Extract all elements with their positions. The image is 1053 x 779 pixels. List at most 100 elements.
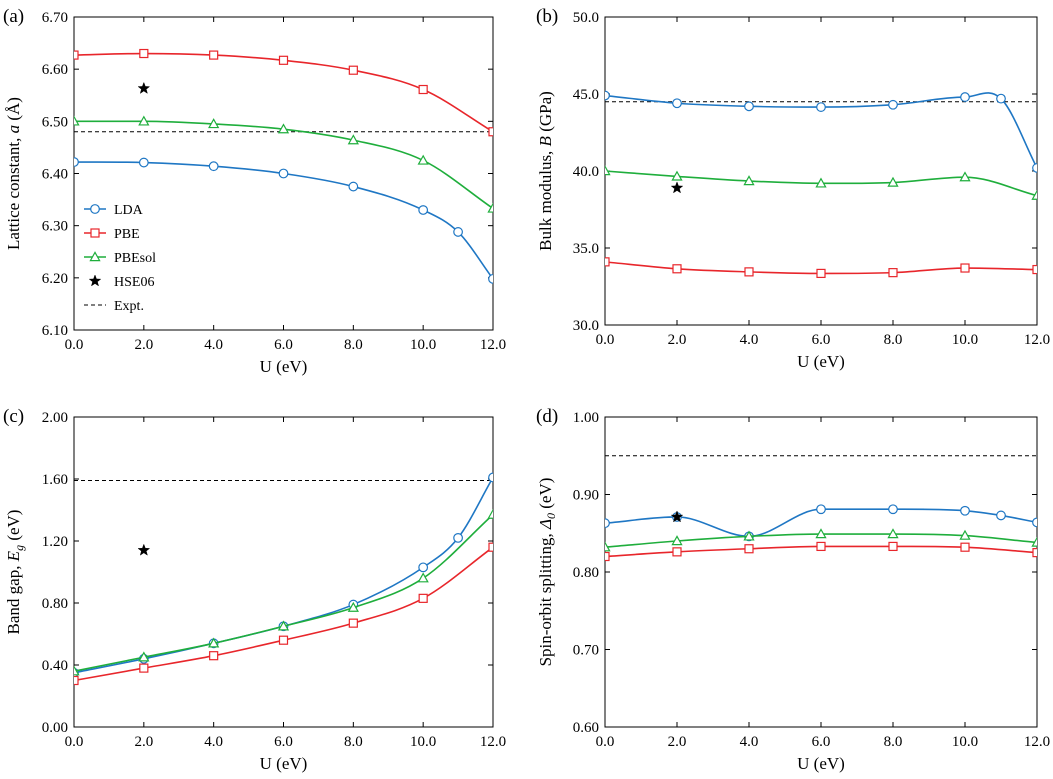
x-axis-title: U (eV) (797, 754, 845, 773)
data-point-lda (996, 93, 1006, 104)
panel-4: 0.0 2.0 4.0 6.0 8.0 10.0 12.0 0.60 0.70 0.80 0.90 1… (536, 406, 1050, 773)
hse06-point (670, 181, 684, 194)
data-point-lda (888, 99, 898, 110)
data-point-pbe (888, 541, 898, 552)
x-tick-label: 0.0 (65, 734, 84, 750)
x-tick-label: 4.0 (740, 332, 759, 348)
legend-label: LDA (114, 203, 144, 218)
data-point-pbe (418, 84, 428, 95)
data-point-pbesol (887, 176, 899, 187)
data-point-pbe (348, 618, 358, 628)
data-point-lda (672, 98, 682, 109)
series-line-pbesol (74, 120, 493, 210)
data-point-pbesol (959, 529, 971, 540)
x-tick-label: 2.0 (134, 337, 153, 353)
data-point-pbe (1032, 264, 1037, 275)
y-tick-label: 6.10 (42, 323, 68, 339)
data-point-pbe (744, 544, 754, 554)
series-line-lda (605, 508, 1037, 538)
y-tick-label: 6.60 (42, 62, 68, 78)
data-point-pbesol (277, 123, 290, 134)
data-point-pbesol (605, 165, 611, 176)
y-tick-label: 0.70 (573, 643, 599, 659)
y-tick-label: 0.60 (573, 720, 599, 736)
data-point-pbesol (277, 620, 290, 631)
x-tick-label: 12.0 (1024, 734, 1050, 750)
x-tick-label: 2.0 (668, 332, 687, 348)
legend-swatch-pbe (90, 228, 100, 238)
x-tick-label: 4.0 (204, 734, 223, 750)
data-point-pbe (744, 267, 754, 277)
y-tick-label: 6.30 (42, 219, 68, 235)
y-axis-title: Band gap, Eg (eV) (4, 510, 26, 635)
data-point-pbesol (815, 528, 827, 539)
plot-frame (73, 416, 494, 728)
series-line-pbesol (74, 514, 493, 672)
legend-label: Expt. (114, 299, 144, 314)
legend: LDA PBE PBEsol HSE06 Expt. (84, 203, 156, 314)
data-point-pbesol (671, 535, 683, 546)
x-tick-label: 6.0 (274, 337, 293, 353)
data-point-pbesol (487, 202, 493, 213)
x-tick-label: 8.0 (344, 734, 363, 750)
y-tick-label: 6.50 (42, 114, 68, 130)
data-point-pbesol (605, 541, 611, 552)
data-point-pbesol (671, 170, 683, 181)
hse06-point (137, 543, 151, 556)
data-point-lda (816, 504, 826, 515)
data-point-pbesol (1031, 189, 1037, 200)
hse06-point (137, 81, 151, 94)
y-tick-label: 0.90 (573, 488, 599, 504)
x-tick-label: 6.0 (274, 734, 293, 750)
x-tick-label: 12.0 (1024, 332, 1050, 348)
data-point-lda (816, 102, 826, 112)
data-point-pbesol (815, 177, 827, 188)
series-group (74, 48, 493, 284)
data-point-pbe (816, 268, 826, 279)
data-point-pbesol (347, 601, 359, 612)
data-point-pbe (74, 675, 79, 686)
hse06-point (670, 510, 684, 523)
data-point-lda (1032, 163, 1037, 173)
data-point-pbesol (887, 528, 899, 539)
data-point-lda (138, 157, 149, 168)
y-tick-label: 6.70 (42, 10, 68, 26)
series-line-pbe (74, 52, 493, 133)
panel-label: (d) (536, 406, 558, 427)
data-point-pbesol (417, 154, 429, 165)
data-point-pbesol (208, 118, 220, 129)
data-point-pbesol (138, 115, 150, 126)
x-tick-label: 10.0 (952, 332, 978, 348)
y-tick-label: 30.0 (573, 318, 599, 334)
x-tick-label: 6.0 (812, 332, 831, 348)
x-tick-label: 12.0 (480, 734, 506, 750)
data-point-lda (453, 227, 463, 237)
data-point-pbesol (959, 171, 971, 182)
x-tick-label: 10.0 (952, 734, 978, 750)
data-point-pbesol (74, 115, 80, 126)
series-group (605, 455, 1037, 562)
plot-frame (604, 416, 1038, 728)
data-point-lda (74, 157, 79, 167)
x-tick-label: 4.0 (740, 734, 759, 750)
data-point-pbesol (208, 637, 220, 648)
data-point-lda (418, 205, 429, 215)
data-point-pbe (278, 635, 289, 645)
x-axis-title: U (eV) (260, 754, 308, 773)
data-point-lda (960, 505, 970, 516)
plot-frame (604, 16, 1038, 326)
panel-1: 0.0 2.0 4.0 6.0 8.0 10.0 12.0 6.10 6.20 6.30 6.40 6… (3, 6, 506, 376)
data-point-lda (1032, 517, 1037, 528)
y-tick-label: 50.0 (573, 10, 599, 26)
x-tick-label: 8.0 (884, 734, 903, 750)
data-point-pbesol (417, 572, 429, 583)
data-point-pbesol (1031, 536, 1037, 547)
data-point-pbe (888, 268, 898, 278)
data-point-lda (278, 168, 289, 179)
panel-label: (a) (3, 6, 24, 27)
data-point-pbesol (74, 665, 80, 676)
data-point-lda (888, 504, 898, 515)
x-tick-label: 0.0 (65, 337, 84, 353)
panel-label: (c) (3, 406, 24, 427)
panel-3: 0.0 2.0 4.0 6.0 8.0 10.0 12.0 0.00 0.40 0.80 1.20 1… (3, 406, 506, 773)
